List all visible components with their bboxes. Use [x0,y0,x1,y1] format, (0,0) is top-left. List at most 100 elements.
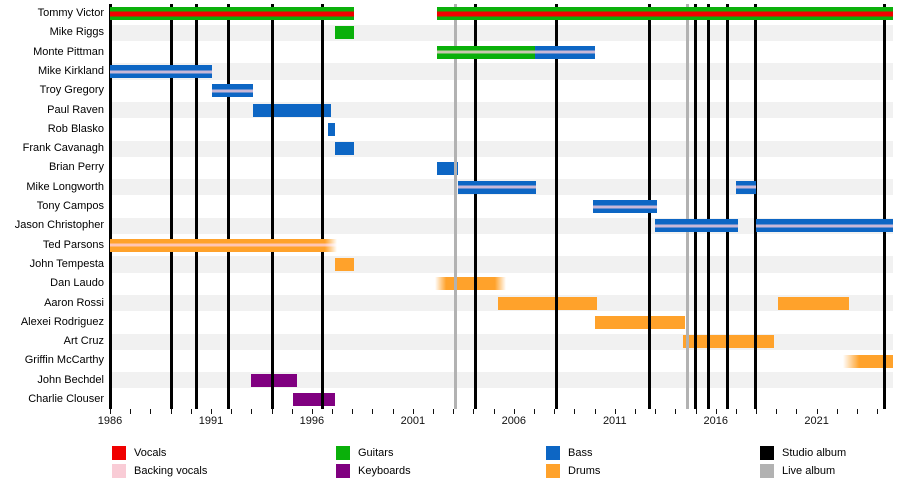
member-label: Brian Perry [48,161,104,174]
legend-swatch-guitars [336,446,350,460]
backing-vocals-stripe [110,243,338,247]
vocals-stripe [110,11,355,17]
legend-label-vocals: Vocals [134,447,167,459]
legend-swatch-vocals [112,446,126,460]
member-bar-segment [335,26,355,40]
member-label: Frank Cavanagh [22,142,104,155]
year-tick [231,409,233,414]
year-tick [776,409,778,414]
legend-label-backing-vocals: Backing vocals [134,465,208,477]
studio-album-line [707,4,711,410]
legend-label-drums: Drums [568,465,601,477]
member-bar-segment [328,122,336,136]
year-tick [574,409,576,414]
member-label: John Bechdel [37,373,104,386]
legend-swatch-live-album [760,464,774,478]
row-background-band [110,24,893,42]
member-bar-segment [335,258,355,272]
year-tick [332,409,334,414]
year-tick [675,409,677,414]
member-bar-segment [842,354,893,368]
member-bar-segment [335,142,355,156]
member-bar-segment [756,219,893,233]
year-tick [110,409,111,414]
member-bar-segment [110,7,355,21]
member-bar-segment [592,200,658,214]
year-tick [493,409,495,414]
member-label: Tommy Victor [37,7,104,19]
year-tick [836,409,838,414]
row-background-band [110,256,893,273]
studio-album-line [170,4,174,410]
backing-vocals-stripe [458,185,537,189]
legend-label-bass: Bass [568,447,593,459]
year-axis-label: 2016 [703,415,728,427]
legend-label-studio-album: Studio album [782,447,847,459]
year-tick [433,409,435,414]
member-label: Charlie Clouser [28,393,104,405]
year-tick [473,409,475,414]
legend-label-guitars: Guitars [358,447,394,459]
studio-album-line [320,4,324,410]
member-label: Griffin McCarthy [24,354,104,367]
member-label: Jason Christopher [14,219,104,232]
row-background-band [110,372,893,389]
year-tick [291,409,293,414]
vocals-stripe [437,11,893,17]
year-tick [392,409,394,414]
year-axis-label: 1996 [299,415,325,427]
backing-vocals-stripe [535,50,595,54]
year-tick [735,409,737,414]
member-bar-segment [110,238,338,252]
member-bar-segment [655,219,738,233]
member-label: Mike Longworth [26,180,104,193]
year-tick [534,409,535,414]
member-bar-segment [253,103,332,117]
member-bar-segment [437,45,535,59]
year-axis-label: 2021 [804,415,829,427]
member-bar-segment [458,180,537,194]
studio-album-line [226,4,230,410]
legend-swatch-bass [546,446,560,460]
backing-vocals-stripe [655,224,738,228]
year-tick [715,409,717,414]
studio-album-line [753,4,757,410]
member-label: Paul Raven [47,103,104,116]
legend-label-keyboards: Keyboards [358,465,411,477]
row-background-band [110,63,893,80]
year-tick [372,409,374,414]
member-label: John Tempesta [29,257,104,270]
studio-album-line [473,4,477,410]
year-tick [756,409,758,414]
member-bar-segment [437,161,459,175]
year-tick [453,409,455,414]
member-label: Mike Riggs [49,26,104,39]
backing-vocals-stripe [735,185,757,189]
member-bar-segment [535,45,595,59]
year-tick [130,409,132,414]
studio-album-line [109,4,113,410]
legend-swatch-keyboards [336,464,350,478]
year-tick [655,409,657,414]
backing-vocals-stripe [756,224,893,228]
member-bar-segment [211,84,254,98]
member-bar-segment [735,180,757,194]
year-axis-label: 2011 [602,415,627,427]
member-bar-segment [251,373,297,387]
member-bar-segment [778,296,849,310]
backing-vocals-stripe [592,205,658,209]
member-bar-segment [292,393,336,407]
member-bar-segment [110,65,212,79]
studio-album-line [882,4,886,410]
year-tick [251,409,253,414]
year-tick [796,409,798,414]
year-tick [634,409,636,414]
year-tick [554,409,556,414]
member-bar-segment [435,277,506,291]
backing-vocals-stripe [110,70,212,74]
member-label: Mike Kirkland [37,64,104,77]
year-tick [271,409,273,414]
member-label: Monte Pittman [33,45,104,58]
member-label: Rob Blasko [47,122,104,135]
